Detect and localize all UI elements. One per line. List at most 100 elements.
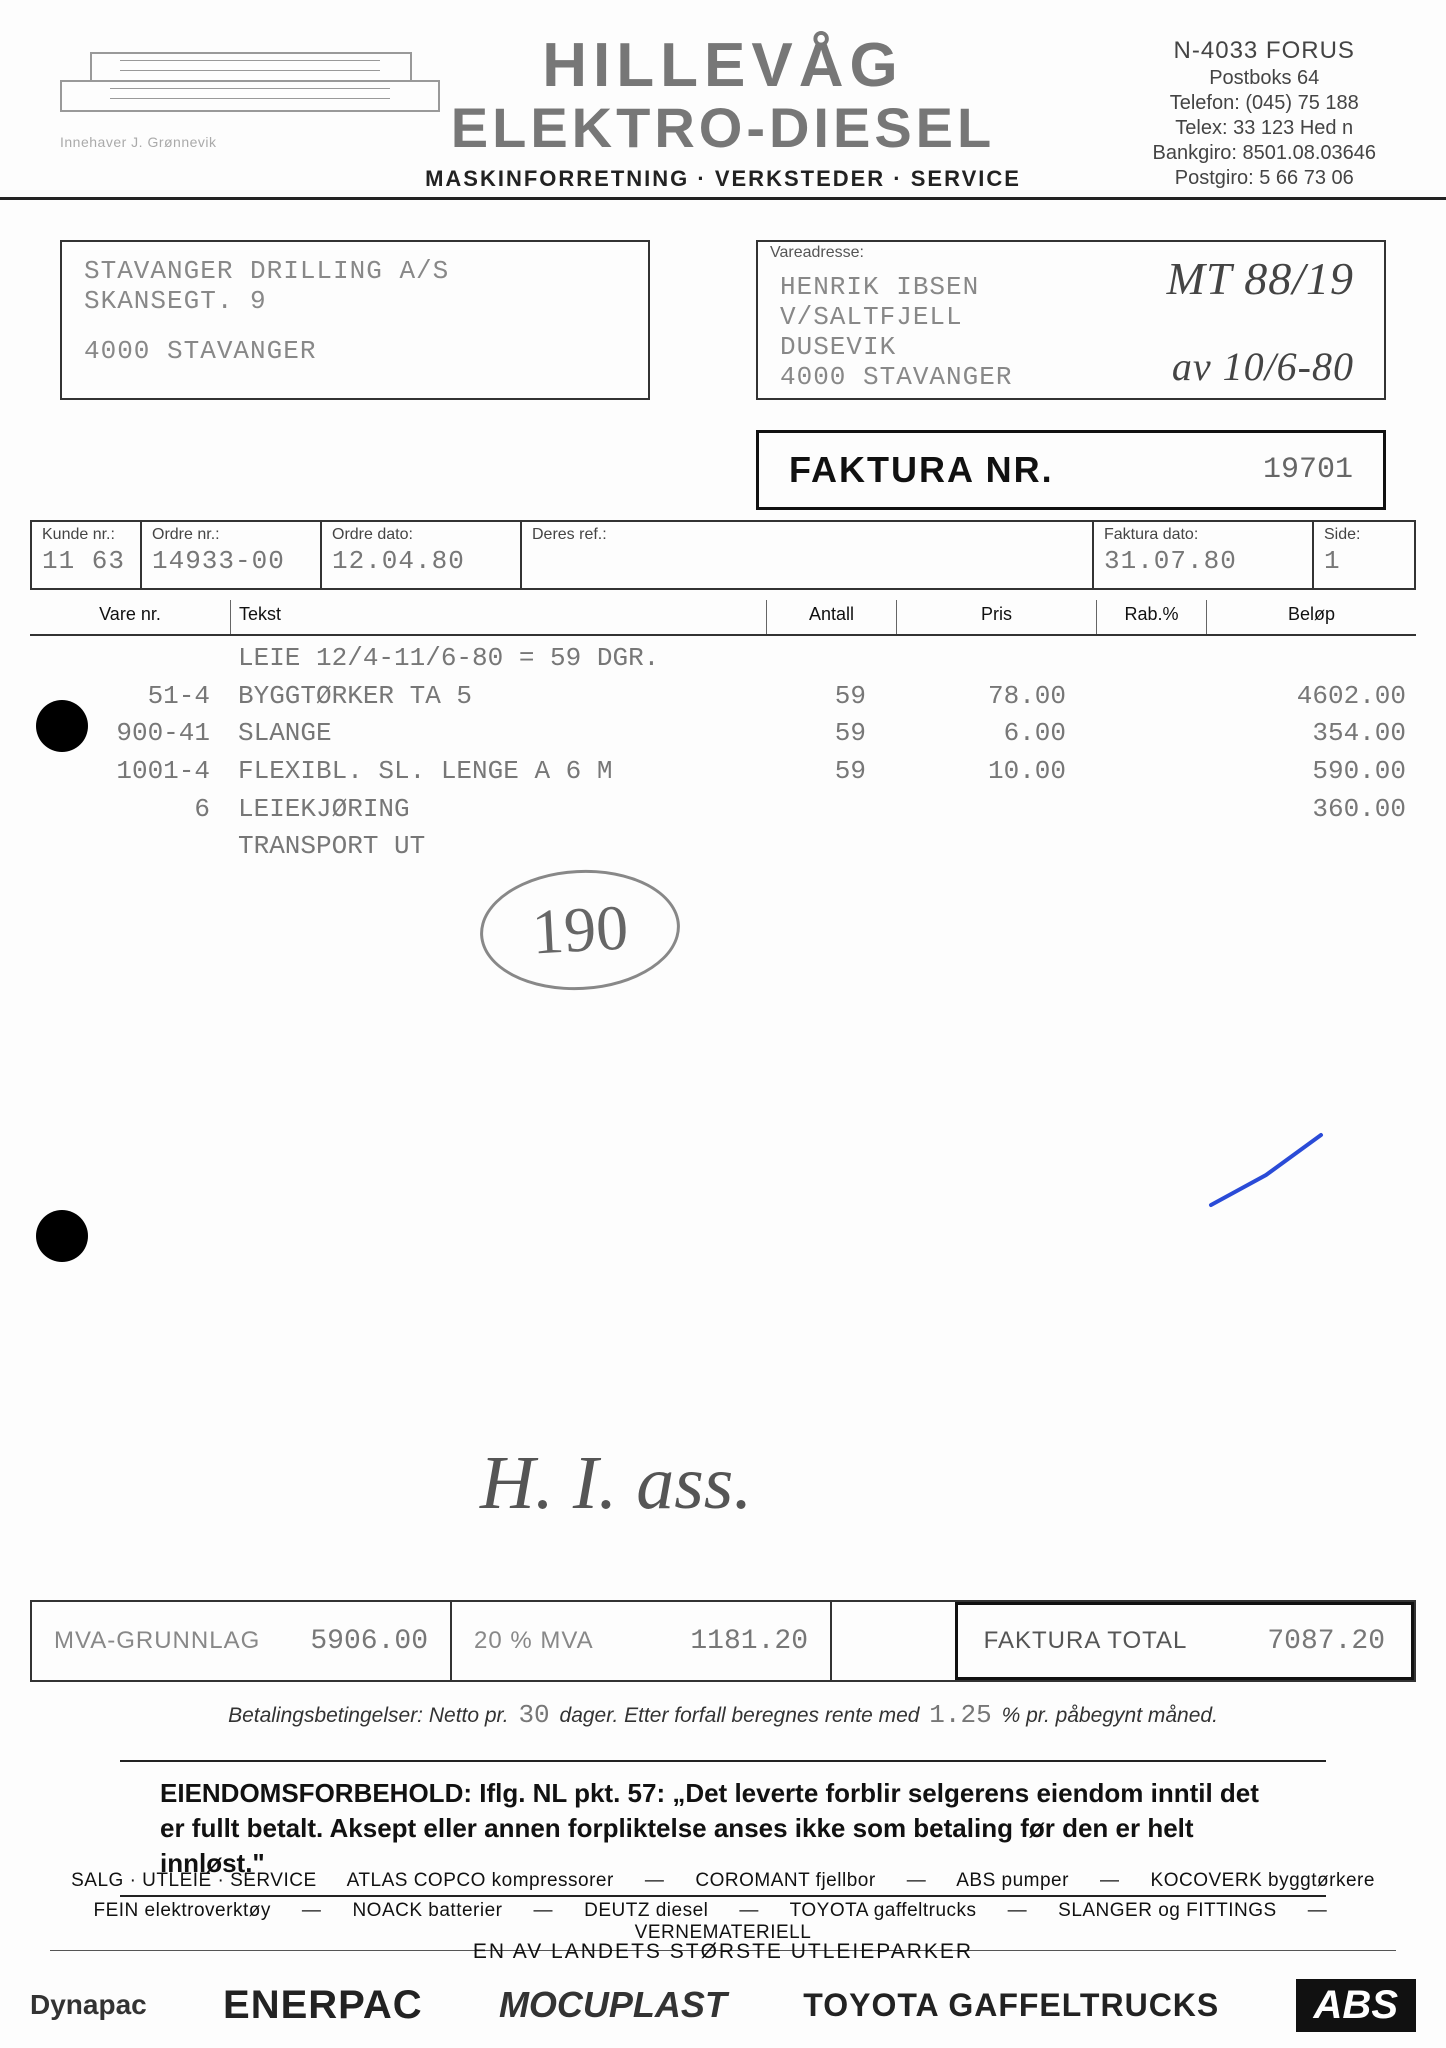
item-pris: 10.00 — [896, 753, 1096, 791]
item-pris: 6.00 — [896, 715, 1096, 753]
item-antall — [766, 791, 896, 829]
address-line: Telefon: (045) 75 188 — [1152, 91, 1376, 116]
handwritten-signature: H. I. ass. — [480, 1440, 752, 1527]
item-pris — [896, 828, 1096, 866]
meta-value: 12.04.80 — [332, 546, 510, 576]
terms-text: % pr. påbegynt måned. — [1002, 1704, 1218, 1727]
brand-toyota: TOYOTA GAFFELTRUCKS — [803, 1987, 1219, 2024]
footer-products-line1: SALG · UTLEIE · SERVICE ATLAS COPCO komp… — [50, 1870, 1396, 1892]
faktura-total-box: FAKTURA TOTAL 7087.20 — [955, 1602, 1414, 1680]
brand-dynapac: Dynapac — [30, 1989, 147, 2021]
item-vare — [30, 640, 230, 678]
item-rab — [1096, 678, 1206, 716]
item-rab — [1096, 753, 1206, 791]
terms-days: 30 — [514, 1700, 553, 1730]
checkmark-icon — [1206, 1130, 1326, 1210]
invoice-number-value: 19701 — [1263, 453, 1353, 487]
item-tekst: LEIE 12/4-11/6-80 = 59 DGR. — [230, 640, 766, 678]
address-boxes: STAVANGER DRILLING A/S SKANSEGT. 9 4000 … — [60, 240, 1386, 420]
item-tekst: LEIEKJØRING — [230, 791, 766, 829]
terms-text: Betalingsbetingelser: Netto pr. — [228, 1704, 509, 1727]
mva-amount: 1181.20 — [690, 1626, 808, 1657]
item-tekst: TRANSPORT UT — [230, 828, 766, 866]
meta-deresref: Deres ref.: — [522, 522, 1094, 588]
address-line: N-4033 FORUS — [1152, 36, 1376, 66]
item-vare: 1001-4 — [30, 753, 230, 791]
meta-label: Side: — [1324, 526, 1404, 544]
item-belop: 360.00 — [1206, 791, 1416, 829]
shipto-label: Vareadresse: — [770, 244, 864, 262]
terms-text: dager. Etter forfall beregnes rente med — [560, 1704, 920, 1727]
meta-value: 1 — [1324, 546, 1404, 576]
punch-hole-icon — [36, 1210, 88, 1262]
col-vare: Vare nr. — [30, 600, 230, 634]
item-belop: 354.00 — [1206, 715, 1416, 753]
meta-ordredato: Ordre dato: 12.04.80 — [322, 522, 522, 588]
brand-mocuplast: MOCUPLAST — [499, 1984, 727, 2026]
meta-label: Ordre nr.: — [152, 526, 310, 544]
item-antall: 59 — [766, 753, 896, 791]
meta-label: Deres ref.: — [532, 526, 1082, 544]
line-item: 51-4BYGGTØRKER TA 55978.004602.00 — [30, 678, 1416, 716]
address-line: Telex: 33 123 Hed n — [1152, 116, 1376, 141]
ship-to-box: Vareadresse: HENRIK IBSEN V/SALTFJELL DU… — [756, 240, 1386, 400]
item-vare — [30, 828, 230, 866]
punch-hole-icon — [36, 700, 88, 752]
address-line: Bankgiro: 8501.08.03646 — [1152, 141, 1376, 166]
handwritten-circled-number: 190 — [477, 865, 683, 995]
item-antall: 59 — [766, 678, 896, 716]
item-tekst: SLANGE — [230, 715, 766, 753]
item-antall — [766, 828, 896, 866]
item-belop: 4602.00 — [1206, 678, 1416, 716]
address-line: Postboks 64 — [1152, 66, 1376, 91]
col-belop: Beløp — [1206, 600, 1416, 634]
invoice-page: Innehaver J. Grønnevik HILLEVÅG ELEKTRO-… — [0, 0, 1446, 2048]
meta-label: Ordre dato: — [332, 526, 510, 544]
col-tekst: Tekst — [230, 600, 766, 634]
item-belop — [1206, 640, 1416, 678]
company-address: N-4033 FORUS Postboks 64 Telefon: (045) … — [1152, 36, 1376, 191]
item-antall — [766, 640, 896, 678]
meta-side: Side: 1 — [1314, 522, 1414, 588]
item-belop — [1206, 828, 1416, 866]
terms-rate: 1.25 — [925, 1700, 995, 1730]
item-pris — [896, 640, 1096, 678]
line-item: 1001-4FLEXIBL. SL. LENGE A 6 M5910.00590… — [30, 753, 1416, 791]
item-rab — [1096, 640, 1206, 678]
item-pris: 78.00 — [896, 678, 1096, 716]
brand-strip: Dynapac ENERPAC MOCUPLAST TOYOTA GAFFELT… — [30, 1975, 1416, 2035]
items-body: LEIE 12/4-11/6-80 = 59 DGR.51-4BYGGTØRKE… — [30, 640, 1416, 866]
footer-slogan: EN AV LANDETS STØRSTE UTLEIEPARKER — [0, 1940, 1446, 1964]
item-tekst: BYGGTØRKER TA 5 — [230, 678, 766, 716]
meta-ordre: Ordre nr.: 14933-00 — [142, 522, 322, 588]
faktura-total-value: 7087.20 — [1267, 1626, 1385, 1657]
address-line: Postgiro: 5 66 73 06 — [1152, 166, 1376, 191]
meta-value: 31.07.80 — [1104, 546, 1302, 576]
letterhead: Innehaver J. Grønnevik HILLEVÅG ELEKTRO-… — [0, 0, 1446, 200]
billto-line: SKANSEGT. 9 — [84, 286, 626, 316]
col-pris: Pris — [896, 600, 1096, 634]
meta-value: 11 63 — [42, 546, 130, 576]
item-rab — [1096, 828, 1206, 866]
brand-enerpac: ENERPAC — [223, 1983, 423, 2028]
bill-to-box: STAVANGER DRILLING A/S SKANSEGT. 9 4000 … — [60, 240, 650, 400]
line-item: 6LEIEKJØRING 360.00 — [30, 791, 1416, 829]
invoice-number-label: FAKTURA NR. — [789, 449, 1054, 491]
billto-line: 4000 STAVANGER — [84, 336, 626, 366]
item-pris — [896, 791, 1096, 829]
meta-label: Faktura dato: — [1104, 526, 1302, 544]
meta-fakturadato: Faktura dato: 31.07.80 — [1094, 522, 1314, 588]
line-item: 900-41SLANGE596.00354.00 — [30, 715, 1416, 753]
line-item: TRANSPORT UT — [30, 828, 1416, 866]
item-rab — [1096, 791, 1206, 829]
payment-terms: Betalingsbetingelser: Netto pr. 30 dager… — [0, 1700, 1446, 1730]
meta-label: Kunde nr.: — [42, 526, 130, 544]
handwritten-ref: MT 88/19 — [1167, 252, 1354, 305]
billto-line: STAVANGER DRILLING A/S — [84, 256, 626, 286]
items-header: Vare nr. Tekst Antall Pris Rab.% Beløp — [30, 600, 1416, 636]
item-vare: 6 — [30, 791, 230, 829]
mva-grunnlag-value: 5906.00 — [310, 1626, 428, 1657]
faktura-total-label: FAKTURA TOTAL — [984, 1627, 1188, 1655]
meta-row: Kunde nr.: 11 63 Ordre nr.: 14933-00 Ord… — [30, 520, 1416, 590]
col-rab: Rab.% — [1096, 600, 1206, 634]
